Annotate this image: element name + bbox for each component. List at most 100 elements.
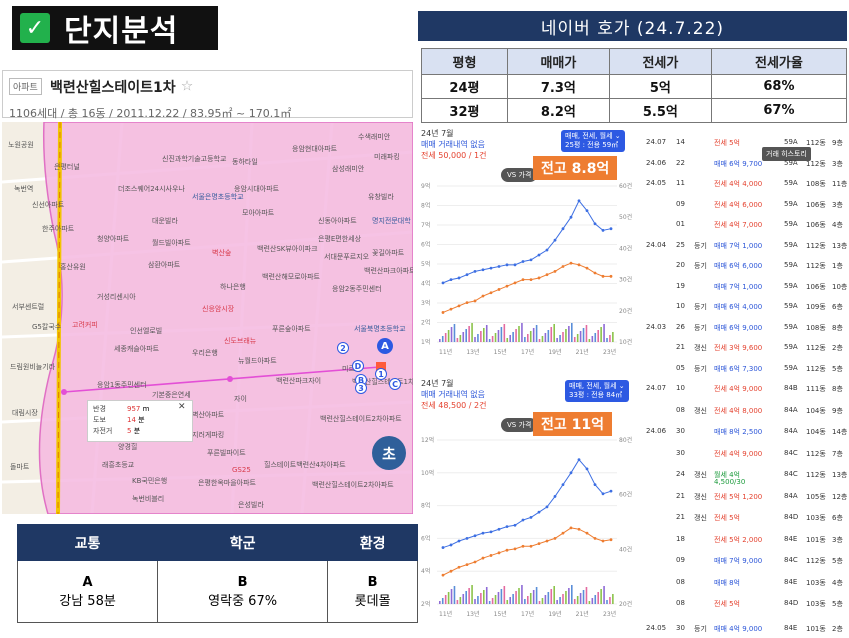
map-place-label[interactable]: 거성리센시아 <box>97 293 136 301</box>
map-place-label[interactable]: 백련산힐스테이트1차 <box>352 378 413 386</box>
map-place-label[interactable]: 수색래미안 <box>358 133 391 141</box>
transaction-row[interactable]: 24.06 22 매매 6억 9,700 59A 112동 3층 <box>642 153 849 173</box>
map-place-label[interactable]: 서울북명초등학교 <box>354 325 406 333</box>
map-place-label[interactable]: 대림시장 <box>12 409 38 417</box>
map-place-label[interactable]: 백련산파크아파트 <box>364 267 413 275</box>
map-place-label[interactable]: 우리은행 <box>192 349 218 357</box>
map-place-label[interactable]: 녹번비블리 <box>132 495 165 503</box>
transaction-row[interactable]: 19 매매 7억 1,000 59A 106동 10층 <box>642 276 849 296</box>
map-place-label[interactable]: 백련산파크자이 <box>276 377 322 385</box>
transaction-row[interactable]: 24 갱신 월세 4억 4,500/30 84C 112동 13층 <box>642 464 849 486</box>
map-place-label[interactable]: 뉴월드아파트 <box>238 357 277 365</box>
transaction-row[interactable]: 20 등기 매매 6억 6,000 59A 112동 1층 <box>642 255 849 275</box>
vs-price-toggle[interactable]: VS 가격 <box>501 168 538 182</box>
map-place-label[interactable]: 힐스테이트백련산4차아파트 <box>264 461 346 469</box>
map-place-label[interactable]: 은성빌라 <box>238 501 264 509</box>
map-place-label[interactable]: 삼성래미안 <box>332 165 365 173</box>
map-place-label[interactable]: 미르하 <box>342 365 362 373</box>
map-place-label[interactable]: 명지전문대학 <box>372 217 411 225</box>
map-place-label[interactable]: 신동아아파트 <box>318 217 357 225</box>
map-place-label[interactable]: 신응암시장 <box>202 305 235 313</box>
map-place-label[interactable]: 은평터널 <box>54 163 80 171</box>
map-place-label[interactable]: 응암1동주민센터 <box>97 381 147 389</box>
type-selector[interactable]: 매매, 전세, 월세 ⌄ 25평 : 전용 59㎡ <box>561 130 625 152</box>
map-place-label[interactable]: 모아아파트 <box>242 209 275 217</box>
map-place-label[interactable]: 서대문푸르지오 <box>324 253 370 261</box>
transaction-row[interactable]: 24.05 30 등기 매매 4억 9,000 84E 101동 2층 <box>642 618 849 638</box>
transaction-row[interactable]: 18 전세 5억 2,000 84E 101동 3층 <box>642 529 849 549</box>
star-outline-icon[interactable]: ☆ <box>180 78 194 95</box>
transaction-row[interactable]: 08 갱신 전세 4억 8,000 84A 104동 9층 <box>642 400 849 420</box>
map-place-label[interactable]: 삼환아파트 <box>148 261 181 269</box>
map-place-label[interactable]: 월드빌아파트 <box>152 239 191 247</box>
map-place-label[interactable]: 청양아파트 <box>97 235 130 243</box>
transaction-row[interactable]: 09 매매 7억 9,000 84C 112동 5층 <box>642 550 849 570</box>
transaction-row[interactable]: 24.06 30 매매 8억 2,500 84A 104동 14층 <box>642 421 849 441</box>
transaction-row[interactable]: 08 매매 8억 84E 103동 4층 <box>642 572 849 592</box>
transaction-row[interactable]: 24.03 26 등기 매매 6억 9,000 59A 108동 8층 <box>642 317 849 337</box>
map-place-label[interactable]: 한주아파트 <box>42 225 75 233</box>
map-place-label[interactable]: 백련산SK뷰아이파크 <box>257 245 318 253</box>
map-place-label[interactable]: 양경힐 <box>118 443 138 451</box>
complex-name[interactable]: 백련산힐스테이트1차 <box>49 79 176 96</box>
map-place-label[interactable]: 응암2동주민센터 <box>332 285 382 293</box>
map-place-label[interactable]: 래흥초등교 <box>102 461 135 469</box>
map-marker[interactable]: C <box>389 378 401 390</box>
map-marker[interactable]: D <box>352 360 364 372</box>
map-place-label[interactable]: GS25 <box>232 466 251 474</box>
map-marker[interactable]: 3 <box>355 382 367 394</box>
close-icon[interactable]: ✕ <box>178 402 186 412</box>
map-place-label[interactable]: 서부센트럴 <box>12 303 45 311</box>
map-place-label[interactable]: 서울은명초등학교 <box>192 193 244 201</box>
transaction-row[interactable]: 09 전세 4억 6,000 59A 106동 3층 <box>642 194 849 214</box>
map-place-label[interactable]: 지러게파킹 <box>192 431 225 439</box>
map-place-label[interactable]: 홍산유원 <box>60 263 86 271</box>
map-place-label[interactable]: 더조스퀘어24시사우나 <box>118 185 185 193</box>
map-place-label[interactable]: 푸른빌파이트 <box>207 449 246 457</box>
map-place-label[interactable]: 자이 <box>234 395 247 403</box>
map-place-label[interactable]: 하나은행 <box>220 283 246 291</box>
transaction-row[interactable]: 24.07 14 전세 5억 59A 112동 9층 <box>642 132 849 152</box>
transaction-row[interactable]: 05 등기 매매 6억 7,300 59A 112동 5층 <box>642 358 849 378</box>
map-marker[interactable]: A <box>377 338 393 354</box>
transaction-row[interactable]: 08 전세 5억 84D 103동 5층 <box>642 593 849 613</box>
map-place-label[interactable]: 드림원비늘기라 <box>10 363 56 371</box>
transaction-row[interactable]: 24.07 10 전세 4억 9,000 84B 111동 8층 <box>642 378 849 398</box>
transaction-row[interactable]: 21 갱신 전세 5억 84D 103동 6층 <box>642 507 849 527</box>
map-marker[interactable]: 2 <box>337 342 349 354</box>
map-place-label[interactable]: 응암현대아파트 <box>292 145 338 153</box>
transaction-row[interactable]: 10 등기 매매 6억 4,000 59A 109동 6층 <box>642 296 849 316</box>
map-place-label[interactable]: 신진과학기술고등학교 <box>162 155 227 163</box>
map-place-label[interactable]: 꽃길아파트 <box>372 249 405 257</box>
transaction-row[interactable]: 21 갱신 전세 3억 9,600 59A 112동 2층 <box>642 337 849 357</box>
map-place-label[interactable]: 벽산숲 <box>212 249 232 257</box>
map-place-label[interactable]: 은평E편한세상 <box>318 235 362 243</box>
map-place-label[interactable]: 돌마트 <box>10 463 30 471</box>
map-place-label[interactable]: 녹번역 <box>14 185 34 193</box>
price-chart-33[interactable]: 12억 10억 8억 6억 4억 2억 80건 60건 40건 20건 11년 13년 15년 17년 19… <box>421 434 639 620</box>
map-place-label[interactable]: 인선엘로빌 <box>130 327 163 335</box>
map-marker[interactable]: 1 <box>375 368 387 380</box>
map-place-label[interactable]: 신도브래뉴 <box>224 337 257 345</box>
transaction-row[interactable]: 01 전세 4억 7,000 59A 106동 4층 <box>642 214 849 234</box>
map-place-label[interactable]: G5칼국수 <box>32 323 62 331</box>
school-badge[interactable]: 초 <box>372 436 406 470</box>
map-place-label[interactable]: 노원공원 <box>8 141 34 149</box>
map-place-label[interactable]: 동하타일 <box>232 158 258 166</box>
map-place-label[interactable]: 대운빌라 <box>152 217 178 225</box>
transaction-row[interactable]: 30 전세 4억 9,000 84C 112동 7층 <box>642 443 849 463</box>
history-button[interactable]: 거래 히스토리 <box>762 147 811 161</box>
map-place-label[interactable]: 백련산힐스테이트2차아파트 <box>320 415 402 423</box>
map-place-label[interactable]: 응암시대아파트 <box>234 185 280 193</box>
map-place-label[interactable]: 미래파킹 <box>374 153 400 161</box>
transaction-row[interactable]: 24.04 25 등기 매매 7억 1,000 59A 112동 13층 <box>642 235 849 255</box>
map-place-label[interactable]: 은평한옥마을아파트 <box>198 479 256 487</box>
transaction-row[interactable]: 24.05 11 전세 4억 4,000 59A 108동 11층 <box>642 173 849 193</box>
price-chart-25[interactable]: 9억 8억 7억 6억 5억 4억 3억 2억 1억 60건 50건 40건 30건 20건 10건 11년 1… <box>421 180 639 358</box>
map-place-label[interactable]: 신선아파트 <box>32 201 65 209</box>
map-place-label[interactable]: 고려커피 <box>72 321 98 329</box>
transaction-row[interactable]: 21 갱신 전세 5억 1,200 84A 105동 12층 <box>642 486 849 506</box>
vs-price-toggle[interactable]: VS 가격 <box>501 418 538 432</box>
map-place-label[interactable]: 세종캐슬아파트 <box>114 345 160 353</box>
type-selector[interactable]: 매매, 전세, 월세 ⌄ 33평 : 전용 84㎡ <box>565 380 629 402</box>
